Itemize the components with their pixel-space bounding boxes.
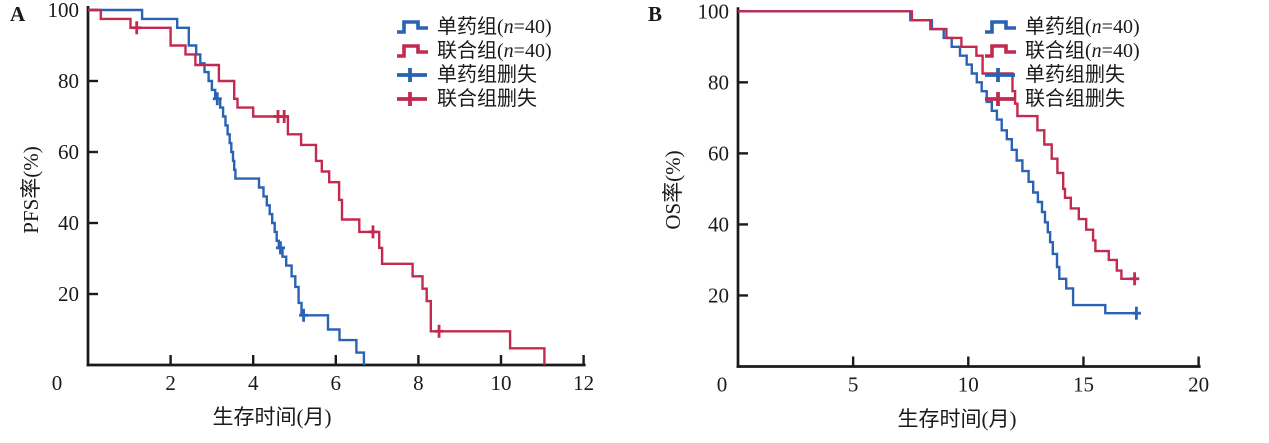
legend-item: 单药组删失 xyxy=(984,63,1140,87)
survival-curve xyxy=(88,8,546,365)
x-tick-label: 15 xyxy=(1073,373,1094,397)
x-tick-label: 8 xyxy=(413,371,424,395)
legend-item: 联合组(n=40) xyxy=(396,39,552,63)
survival-curve xyxy=(738,10,1140,280)
censor-plus-icon xyxy=(985,68,1015,82)
x-tick-label: 12 xyxy=(573,371,594,395)
survival-curve xyxy=(738,10,1139,315)
y-tick-label: 20 xyxy=(58,282,79,306)
y-tick-label: 20 xyxy=(708,283,729,307)
legend-label: 联合组(n=40) xyxy=(1025,40,1140,62)
censor-plus-icon xyxy=(397,68,427,82)
legend-item: 联合组删失 xyxy=(984,87,1140,111)
panel-a-legend: 单药组(n=40) 联合组(n=40) 单药组删失 联合组删失 xyxy=(396,15,552,111)
panel-b-legend: 单药组(n=40) 联合组(n=40) 单药组删失 联合组删失 xyxy=(984,15,1140,111)
legend-label: 单药组删失 xyxy=(437,64,537,86)
step-line-icon xyxy=(397,20,428,34)
censor-plus-icon xyxy=(397,92,427,106)
panel-b-y-axis-title: OS率(%) xyxy=(661,150,685,230)
y-tick-label: 40 xyxy=(58,211,79,235)
y-tick-label: 60 xyxy=(58,140,79,164)
y-tick-label: 60 xyxy=(708,141,729,165)
legend-label: 联合组删失 xyxy=(1025,88,1125,110)
legend-label: 联合组删失 xyxy=(437,88,537,110)
x-tick-label: 2 xyxy=(165,371,176,395)
y-tick-label: 80 xyxy=(58,69,79,93)
legend-label: 单药组(n=40) xyxy=(1025,16,1140,38)
panel-a-letter: A xyxy=(10,2,26,26)
panel-a-x-axis-title: 生存时间(月) xyxy=(212,405,332,429)
legend-item: 联合组(n=40) xyxy=(984,39,1140,63)
step-line-icon xyxy=(397,44,428,58)
x-tick-label: 20 xyxy=(1188,373,1209,397)
step-line-icon xyxy=(985,44,1016,58)
x-tick-label: 6 xyxy=(331,371,342,395)
legend-item: 单药组(n=40) xyxy=(396,15,552,39)
step-line-icon xyxy=(985,20,1016,34)
x-tick-label: 4 xyxy=(248,371,259,395)
legend-item: 单药组删失 xyxy=(396,63,552,87)
panel-b-letter: B xyxy=(648,2,663,26)
panel-b-x-axis-title: 生存时间(月) xyxy=(897,407,1017,431)
x-tick-label: 10 xyxy=(958,373,979,397)
legend-item: 联合组删失 xyxy=(396,87,552,111)
survival-curve xyxy=(88,8,366,365)
x-tick-label: 0 xyxy=(52,371,63,395)
x-tick-label: 10 xyxy=(491,371,512,395)
panel-a-y-axis-title: PFS率(%) xyxy=(19,146,43,234)
y-tick-label: 100 xyxy=(48,0,80,22)
legend-label: 单药组(n=40) xyxy=(437,16,552,38)
y-tick-label: 80 xyxy=(708,70,729,94)
x-tick-label: 0 xyxy=(717,373,728,397)
x-tick-label: 5 xyxy=(848,373,859,397)
legend-label: 单药组删失 xyxy=(1025,64,1125,86)
y-tick-label: 40 xyxy=(708,212,729,236)
censor-plus-icon xyxy=(985,92,1015,106)
legend-label: 联合组(n=40) xyxy=(437,40,552,62)
y-tick-label: 100 xyxy=(698,0,730,23)
legend-item: 单药组(n=40) xyxy=(984,15,1140,39)
